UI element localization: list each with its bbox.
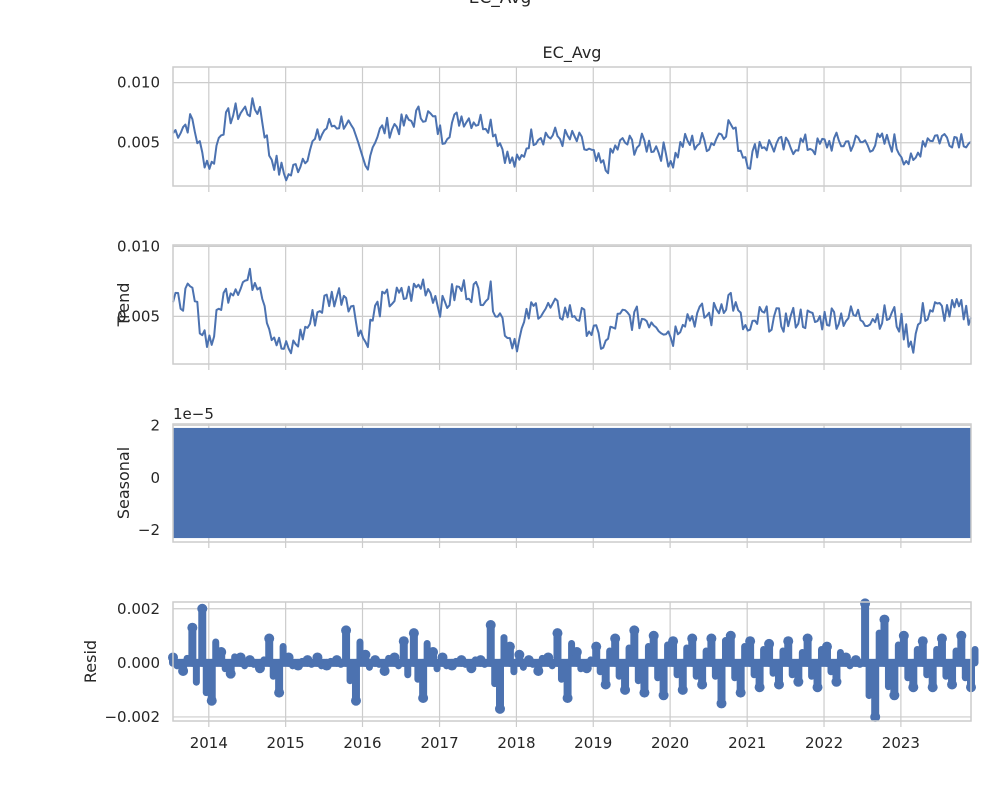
resid-marker (610, 633, 621, 644)
resid-marker (908, 682, 919, 693)
resid-marker (225, 668, 236, 679)
y-tick-label: 0.000 (117, 654, 160, 672)
resid-marker (802, 633, 813, 644)
panel-title: EC_Avg (543, 43, 602, 63)
resid-marker (927, 682, 938, 693)
y-tick-label: 2 (150, 416, 160, 434)
resid-marker (812, 682, 823, 693)
resid-marker (764, 638, 775, 649)
resid-marker (206, 695, 217, 706)
resid-marker (341, 625, 352, 636)
resid-marker (187, 622, 198, 633)
resid-marker (831, 676, 842, 687)
resid-marker (514, 649, 525, 660)
resid-marker (668, 636, 679, 647)
resid-marker (639, 687, 650, 698)
resid-marker (408, 628, 419, 639)
resid-marker (879, 614, 890, 625)
resid-marker (379, 665, 390, 676)
resid-marker (917, 636, 928, 647)
resid-marker (428, 647, 439, 658)
resid-marker (716, 698, 727, 709)
y-tick-label: 0.005 (117, 307, 160, 325)
axes-frame (172, 244, 972, 365)
seasonal-band (173, 427, 971, 539)
resid-marker (687, 633, 698, 644)
resid-marker (620, 684, 631, 695)
resid-marker (504, 641, 515, 652)
axes-frame (172, 66, 972, 187)
resid-marker (735, 687, 746, 698)
x-tick-label: 2018 (497, 734, 535, 752)
x-tick-label: 2022 (805, 734, 843, 752)
resid-marker (571, 647, 582, 658)
resid-marker (648, 630, 659, 641)
y-tick-label: −0.002 (104, 708, 160, 726)
x-tick-label: 2016 (343, 734, 381, 752)
resid-marker (821, 641, 832, 652)
resid-marker (754, 682, 765, 693)
x-tick-label: 2023 (882, 734, 920, 752)
y-tick-label: 0 (150, 469, 160, 487)
y-axis-label: Trend (114, 283, 133, 328)
y-tick-label: 0.002 (117, 600, 160, 618)
resid-marker (745, 636, 756, 647)
resid-marker (494, 703, 505, 714)
x-tick-label: 2014 (190, 734, 228, 752)
resid-marker (178, 665, 189, 676)
x-tick-label: 2020 (651, 734, 689, 752)
resid-marker (725, 630, 736, 641)
resid-marker (947, 679, 958, 690)
resid-marker (360, 649, 371, 660)
resid-marker (956, 630, 967, 641)
y-tick-label: 0.005 (117, 134, 160, 152)
y-tick-label: −2 (138, 521, 160, 539)
resid-marker (773, 679, 784, 690)
x-tick-label: 2019 (574, 734, 612, 752)
resid-marker (197, 603, 208, 614)
x-tick-label: 2015 (267, 734, 305, 752)
resid-marker (216, 647, 227, 658)
resid-marker (793, 676, 804, 687)
resid-marker (418, 693, 429, 704)
resid-marker (898, 630, 909, 641)
axes-frame (172, 423, 972, 543)
resid-marker (264, 633, 275, 644)
resid-marker (533, 665, 544, 676)
resid-marker (350, 695, 361, 706)
resid-marker (398, 636, 409, 647)
resid-marker (870, 711, 881, 722)
y-axis-label: Seasonal (114, 447, 133, 519)
resid-marker (591, 641, 602, 652)
resid-marker (697, 679, 708, 690)
resid-marker (860, 598, 871, 609)
resid-marker (936, 633, 947, 644)
resid-marker (629, 625, 640, 636)
resid-marker (889, 690, 900, 701)
trend-line (172, 267, 972, 355)
x-tick-label: 2021 (728, 734, 766, 752)
x-tick-label: 2017 (420, 734, 458, 752)
y-tick-label: 0.010 (117, 74, 160, 92)
resid-marker (562, 693, 573, 704)
axes-frame (172, 601, 972, 722)
y-tick-label: 0.010 (117, 237, 160, 255)
offset-text: 1e−5 (173, 405, 214, 423)
resid-marker (658, 690, 669, 701)
figure-title: EC_Avg (0, 0, 1000, 8)
resid-marker (485, 619, 496, 630)
resid-marker (706, 633, 717, 644)
observed-line (172, 97, 972, 182)
resid-marker (783, 636, 794, 647)
resid-marker (677, 684, 688, 695)
resid-marker (274, 687, 285, 698)
resid-marker (552, 628, 563, 639)
resid-marker (600, 679, 611, 690)
y-axis-label: Resid (81, 640, 100, 683)
